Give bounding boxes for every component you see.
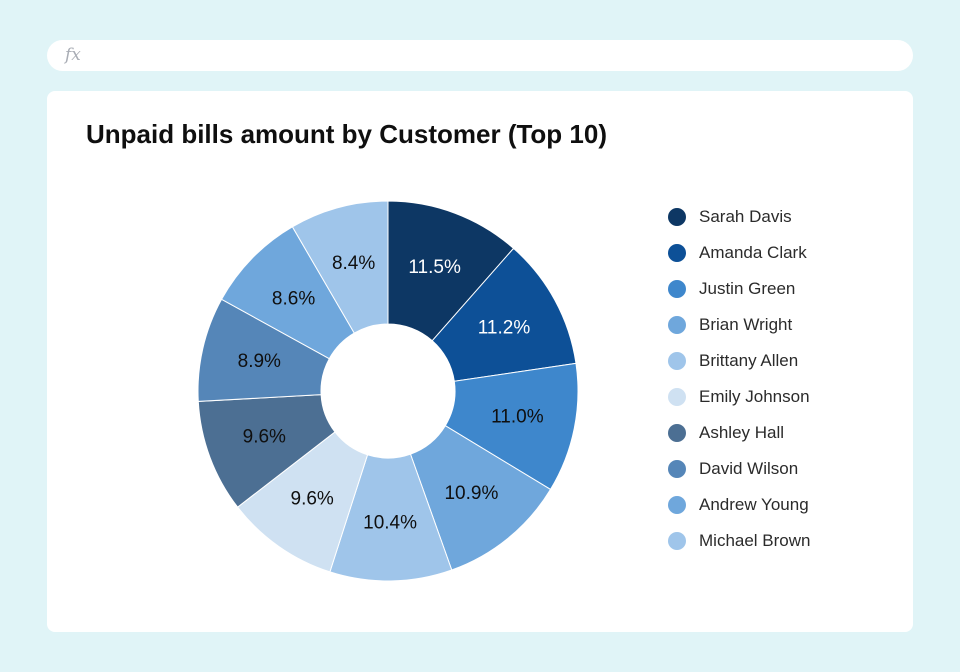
legend-item[interactable]: Sarah Davis	[668, 199, 811, 235]
slice-label: 8.4%	[332, 253, 375, 274]
donut-slice[interactable]	[409, 425, 552, 571]
donut-slice[interactable]	[291, 200, 389, 334]
legend-swatch-icon	[668, 244, 686, 262]
donut-slice[interactable]	[444, 362, 579, 491]
legend-label: Emily Johnson	[699, 387, 810, 406]
slice-label: 9.6%	[243, 427, 286, 448]
legend-label: Justin Green	[699, 279, 796, 298]
formula-bar[interactable]: fx	[47, 40, 913, 71]
legend-label: Ashley Hall	[699, 423, 785, 442]
legend-swatch-icon	[668, 316, 686, 334]
legend-item[interactable]: Justin Green	[668, 271, 811, 307]
slice-label: 9.6%	[291, 489, 334, 510]
legend-item[interactable]: Ashley Hall	[668, 415, 811, 451]
legend-item[interactable]: Amanda Clark	[668, 235, 811, 271]
legend-label: Sarah Davis	[699, 207, 792, 226]
legend-label: Michael Brown	[699, 531, 811, 550]
slice-label: 8.9%	[238, 351, 281, 372]
legend-swatch-icon	[668, 280, 686, 298]
legend-swatch-icon	[668, 388, 686, 406]
legend-item[interactable]: Emily Johnson	[668, 379, 811, 415]
legend-swatch-icon	[668, 424, 686, 442]
slice-label: 11.5%	[408, 257, 461, 278]
donut-chart: 11.5% 11.2% 11.0% 10.9% 10.4% 9.6% 9.6% 8.9% 8.6…	[197, 200, 579, 582]
legend-label: Andrew Young	[699, 495, 809, 514]
legend-swatch-icon	[668, 460, 686, 478]
legend-label: Amanda Clark	[699, 243, 807, 262]
slice-label: 11.0%	[491, 407, 544, 428]
legend-item[interactable]: Andrew Young	[668, 487, 811, 523]
legend-label: Brian Wright	[699, 315, 793, 334]
legend-item[interactable]: David Wilson	[668, 451, 811, 487]
legend-item[interactable]: Michael Brown	[668, 523, 811, 559]
legend-swatch-icon	[668, 496, 686, 514]
slice-label: 10.9%	[444, 483, 498, 504]
donut-slice[interactable]	[431, 247, 577, 382]
slice-label: 10.4%	[363, 512, 417, 533]
slice-label: 11.2%	[478, 318, 531, 339]
legend-item[interactable]: Brian Wright	[668, 307, 811, 343]
legend-swatch-icon	[668, 352, 686, 370]
legend-item[interactable]: Brittany Allen	[668, 343, 811, 379]
chart-title: Unpaid bills amount by Customer (Top 10)	[86, 119, 607, 149]
chart-legend: Sarah Davis Amanda Clark Justin Green Brian…	[668, 199, 811, 559]
legend-label: Brittany Allen	[699, 351, 799, 370]
legend-swatch-icon	[668, 532, 686, 550]
fx-icon: fx	[65, 45, 81, 65]
legend-label: David Wilson	[699, 459, 799, 478]
legend-swatch-icon	[668, 208, 686, 226]
slice-label: 8.6%	[272, 288, 315, 309]
chart-card: Unpaid bills amount by Customer (Top 10)…	[47, 91, 913, 632]
